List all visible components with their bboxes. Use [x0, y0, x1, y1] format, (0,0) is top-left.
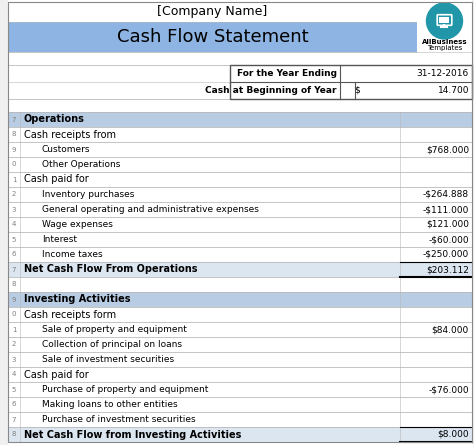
Text: 1: 1 [12, 177, 16, 182]
Bar [8, 292, 472, 307]
Text: Cash paid for: Cash paid for [24, 174, 89, 185]
Bar [8, 2, 472, 22]
Text: 4: 4 [12, 222, 16, 227]
Bar [8, 22, 417, 52]
Text: 2: 2 [12, 191, 16, 198]
Text: Net Cash Flow From Operations: Net Cash Flow From Operations [24, 264, 198, 275]
Text: 7: 7 [12, 267, 16, 272]
Bar [8, 99, 472, 112]
Bar [8, 65, 230, 99]
Bar [8, 427, 472, 442]
Text: $8.000: $8.000 [438, 430, 469, 439]
Text: Cash at Beginning of Year: Cash at Beginning of Year [206, 86, 337, 95]
Text: 6: 6 [12, 251, 16, 258]
Bar [8, 157, 472, 172]
Text: -$60.000: -$60.000 [428, 235, 469, 244]
Text: AllBusiness: AllBusiness [422, 39, 467, 45]
Text: -$250.000: -$250.000 [423, 250, 469, 259]
Text: Cash paid for: Cash paid for [24, 369, 89, 380]
Text: Income taxes: Income taxes [42, 250, 103, 259]
Text: Cash receipts from: Cash receipts from [24, 129, 116, 139]
Bar [8, 277, 472, 292]
Text: 5: 5 [12, 387, 16, 392]
Text: Collection of principal on loans: Collection of principal on loans [42, 340, 182, 349]
Text: Purchase of property and equipment: Purchase of property and equipment [42, 385, 209, 394]
Text: 31-12-2016: 31-12-2016 [417, 69, 469, 78]
Text: 4: 4 [12, 372, 16, 377]
Text: 8: 8 [12, 132, 16, 138]
Bar [8, 307, 472, 322]
Text: 6: 6 [12, 401, 16, 408]
Text: 9: 9 [12, 296, 16, 303]
Circle shape [427, 3, 463, 39]
Text: Cash receipts form: Cash receipts form [24, 310, 116, 320]
Text: Interest: Interest [42, 235, 77, 244]
Bar [8, 397, 472, 412]
Text: [Company Name]: [Company Name] [157, 5, 268, 19]
Text: Making loans to other entities: Making loans to other entities [42, 400, 178, 409]
Bar [8, 187, 472, 202]
Text: Sale of property and equipment: Sale of property and equipment [42, 325, 187, 334]
Text: Customers: Customers [42, 145, 91, 154]
Text: $768.000: $768.000 [426, 145, 469, 154]
Bar [417, 2, 472, 52]
Text: 2: 2 [12, 341, 16, 348]
Bar [8, 322, 472, 337]
Bar [8, 217, 472, 232]
Text: -$111.000: -$111.000 [423, 205, 469, 214]
Text: 0: 0 [12, 162, 16, 167]
Text: 1: 1 [12, 327, 16, 332]
Bar [8, 172, 472, 187]
Bar [8, 412, 472, 427]
Text: 8: 8 [12, 282, 16, 287]
Text: $121.000: $121.000 [426, 220, 469, 229]
Text: Inventory purchases: Inventory purchases [42, 190, 134, 199]
Text: Cash Flow Statement: Cash Flow Statement [117, 28, 308, 46]
Text: Net Cash Flow from Investing Activities: Net Cash Flow from Investing Activities [24, 429, 241, 440]
Bar [8, 247, 472, 262]
Text: 7: 7 [12, 117, 16, 122]
Text: Sale of investment securities: Sale of investment securities [42, 355, 174, 364]
Text: Purchase of investment securities: Purchase of investment securities [42, 415, 196, 424]
Text: 7: 7 [12, 417, 16, 422]
Text: 3: 3 [12, 206, 16, 213]
Text: $: $ [354, 86, 360, 95]
Text: 0: 0 [12, 312, 16, 317]
Text: Operations: Operations [24, 114, 85, 125]
FancyBboxPatch shape [437, 15, 452, 25]
Bar [230, 65, 472, 99]
Bar [8, 352, 472, 367]
Text: 3: 3 [12, 356, 16, 363]
Text: $203.112: $203.112 [426, 265, 469, 274]
Bar [8, 127, 472, 142]
Text: -$76.000: -$76.000 [428, 385, 469, 394]
Bar [439, 17, 449, 23]
Bar [8, 337, 472, 352]
Bar [8, 262, 472, 277]
Text: 14.700: 14.700 [438, 86, 469, 95]
Text: Investing Activities: Investing Activities [24, 295, 130, 304]
Text: -$264.888: -$264.888 [423, 190, 469, 199]
Text: For the Year Ending: For the Year Ending [237, 69, 337, 78]
Text: $84.000: $84.000 [432, 325, 469, 334]
Text: Templates: Templates [427, 45, 462, 51]
Text: Other Operations: Other Operations [42, 160, 120, 169]
Bar [8, 232, 472, 247]
Text: Wage expenses: Wage expenses [42, 220, 113, 229]
Bar [8, 202, 472, 217]
Bar [8, 112, 472, 127]
Bar [8, 52, 472, 65]
Text: General operating and administrative expenses: General operating and administrative exp… [42, 205, 259, 214]
Text: 5: 5 [12, 236, 16, 243]
Text: 8: 8 [12, 432, 16, 437]
Bar [8, 382, 472, 397]
Text: 9: 9 [12, 146, 16, 153]
Bar [8, 142, 472, 157]
Bar [8, 367, 472, 382]
